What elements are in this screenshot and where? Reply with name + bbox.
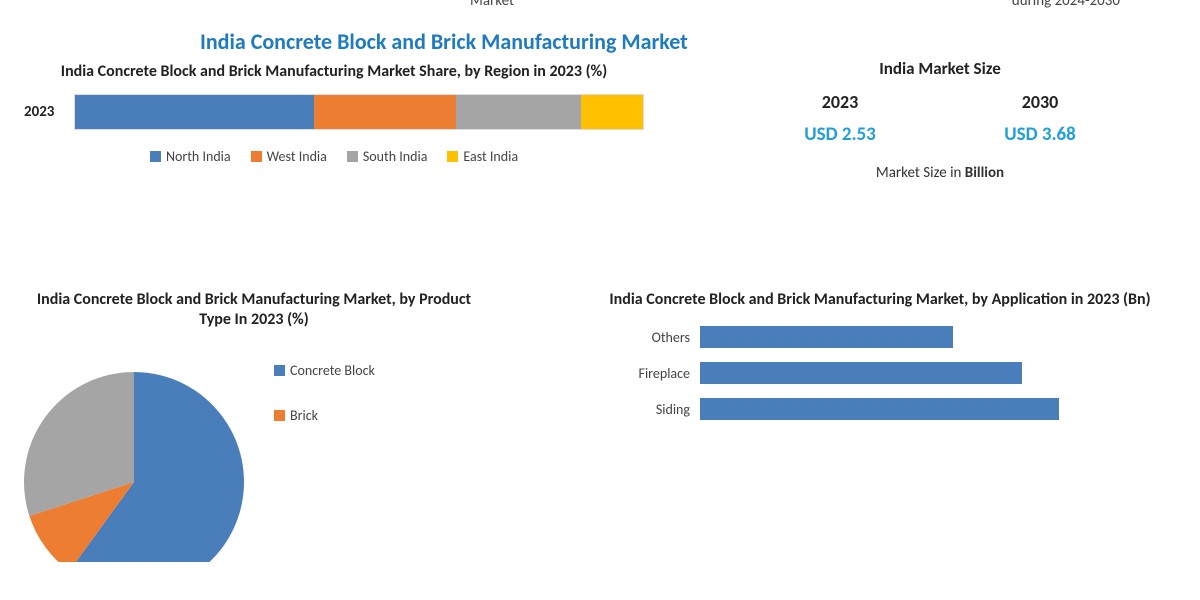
legend-item: South India [347,148,428,165]
market-size-values: USD 2.53 USD 3.68 [740,123,1140,146]
region-legend: North India West India South India East Ind… [24,148,644,165]
region-segment [456,95,581,129]
application-bar-row: Fireplace [600,362,1160,384]
pie-chart-title: India Concrete Block and Brick Manufactu… [24,290,484,330]
legend-item: West India [251,148,327,165]
market-size-unit-prefix: Market Size in [876,164,965,182]
region-segment [314,95,456,129]
market-size-year-2030: 2030 [1022,91,1059,113]
application-bar-label: Siding [600,401,700,418]
market-size-value-2030: USD 3.68 [1004,123,1076,146]
product-type-pie-chart: India Concrete Block and Brick Manufactu… [24,290,484,562]
legend-swatch [347,151,358,162]
pie-svg [24,342,244,562]
application-bar-track [700,326,1160,348]
application-bar-label: Fireplace [600,365,700,382]
legend-label: North India [166,148,231,165]
application-bar [700,398,1059,420]
region-segment [581,95,643,129]
application-bar-label: Others [600,329,700,346]
header-fragment-right: during 2024-2030 [1012,0,1120,10]
application-bar [700,362,1022,384]
market-size-panel: India Market Size 2023 2030 USD 2.53 USD… [740,58,1140,182]
legend-swatch [150,151,161,162]
legend-swatch [447,151,458,162]
region-chart-title: India Concrete Block and Brick Manufactu… [24,62,644,82]
region-year-label: 2023 [24,103,74,121]
region-bar-row: 2023 [24,94,644,130]
region-segment [75,95,314,129]
market-size-title: India Market Size [740,58,1140,79]
legend-label: South India [363,148,428,165]
application-chart-title: India Concrete Block and Brick Manufactu… [600,290,1160,310]
market-size-years: 2023 2030 [740,91,1140,113]
legend-label: West India [267,148,327,165]
pie-legend: Concrete Block Brick [274,362,375,424]
page-title: India Concrete Block and Brick Manufactu… [200,28,688,55]
legend-item: Brick [274,407,375,424]
legend-item: North India [150,148,231,165]
legend-label: Brick [290,407,318,424]
pie-wrap [24,342,244,562]
legend-label: East India [463,148,518,165]
application-bar-track [700,362,1160,384]
application-bar-track [700,398,1160,420]
legend-swatch [251,151,262,162]
legend-swatch [274,410,285,421]
market-size-value-2023: USD 2.53 [804,123,876,146]
application-bar-row: Siding [600,398,1160,420]
application-bar [700,326,953,348]
region-share-chart: India Concrete Block and Brick Manufactu… [24,62,644,165]
legend-item: East India [447,148,518,165]
legend-label: Concrete Block [290,362,375,379]
application-bar-chart: India Concrete Block and Brick Manufactu… [600,290,1160,434]
legend-swatch [274,365,285,376]
market-size-year-2023: 2023 [822,91,859,113]
market-size-unit: Market Size in Billion [740,164,1140,182]
region-stacked-bar [74,94,644,130]
application-bar-row: Others [600,326,1160,348]
header-fragment-left: Market [470,0,514,10]
application-bars: Others Fireplace Siding [600,326,1160,420]
legend-item: Concrete Block [274,362,375,379]
market-size-unit-bold: Billion [965,164,1004,182]
